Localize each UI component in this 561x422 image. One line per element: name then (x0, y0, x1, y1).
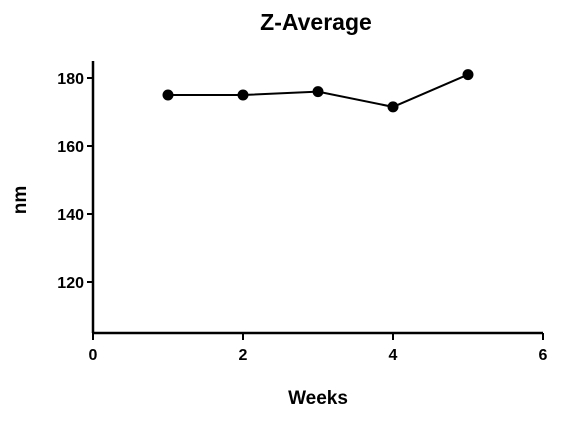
data-point (162, 89, 174, 101)
data-point (312, 86, 324, 98)
x-tick-label: 6 (539, 347, 548, 364)
x-axis-label: Weeks (288, 388, 348, 409)
y-axis-label: nm (10, 186, 31, 215)
data-point (387, 101, 399, 113)
y-tick-label: 120 (57, 275, 84, 292)
x-tick-label: 4 (389, 347, 398, 364)
x-axis-ticks: 0 2 4 6 (89, 333, 548, 364)
x-tick-label: 0 (89, 347, 98, 364)
series-group (162, 69, 474, 113)
y-tick-label: 140 (57, 207, 84, 224)
x-tick-label: 2 (239, 347, 248, 364)
chart-title: Z-Average (260, 9, 372, 35)
y-tick-label: 180 (57, 71, 84, 88)
data-point (237, 89, 249, 101)
y-tick-label: 160 (57, 139, 84, 156)
data-point (462, 69, 474, 81)
y-axis-ticks: 120 140 160 180 (57, 71, 93, 292)
